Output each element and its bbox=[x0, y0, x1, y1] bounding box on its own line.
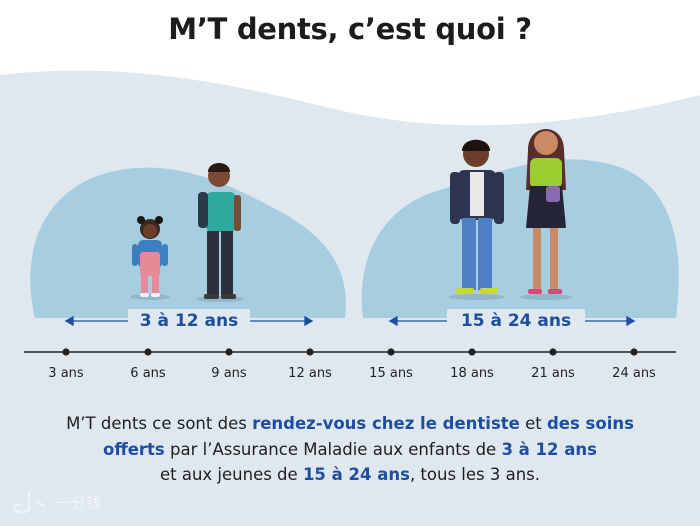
highlight-free-care: des soins offerts bbox=[103, 414, 634, 459]
description: M’T dents ce sont des rendez-vous chez l… bbox=[40, 411, 660, 488]
timeline-label-3: 3 ans bbox=[48, 366, 84, 381]
young-man-figure bbox=[449, 139, 505, 300]
timeline-label-21: 21 ans bbox=[531, 366, 575, 381]
range-label-children: 3 à 12 ans bbox=[128, 309, 250, 333]
timeline-label-24: 24 ans bbox=[612, 366, 656, 381]
range-label-youth: 15 à 24 ans bbox=[447, 309, 585, 333]
timeline-label-9: 9 ans bbox=[211, 366, 247, 381]
header-background bbox=[0, 0, 700, 126]
highlight-youth-range: 15 à 24 ans bbox=[302, 465, 410, 484]
description-text-3: par l’Assurance Maladie aux enfants de bbox=[164, 439, 502, 459]
left-blob bbox=[30, 167, 346, 318]
highlight-children-range: 3 à 12 ans bbox=[501, 439, 597, 459]
timeline-label-15: 15 ans bbox=[369, 366, 413, 381]
description-text-5: , tous les 3 ans. bbox=[409, 465, 541, 484]
timeline-label-6: 6 ans bbox=[130, 366, 166, 381]
timeline-label-12: 12 ans bbox=[288, 366, 332, 381]
page-title: M’T dents, c’est quoi ? bbox=[168, 12, 532, 46]
description-text-4: et aux jeunes de bbox=[159, 465, 303, 484]
watermark-logo-icon bbox=[13, 491, 45, 514]
highlight-dentist-appointments: rendez-vous chez le dentiste bbox=[252, 414, 520, 433]
description-text-1: M’T dents ce sont des bbox=[66, 414, 253, 433]
timeline-label-18: 18 ans bbox=[450, 366, 494, 381]
description-text-2: et bbox=[519, 414, 547, 433]
watermark: 一分钱 bbox=[8, 482, 101, 522]
timeline-dots bbox=[62, 348, 638, 356]
boy-figure bbox=[196, 163, 244, 302]
watermark-text: 一分钱 bbox=[56, 493, 102, 512]
young-woman-figure bbox=[520, 129, 572, 300]
child-figure bbox=[130, 216, 170, 300]
right-blob bbox=[361, 159, 679, 318]
